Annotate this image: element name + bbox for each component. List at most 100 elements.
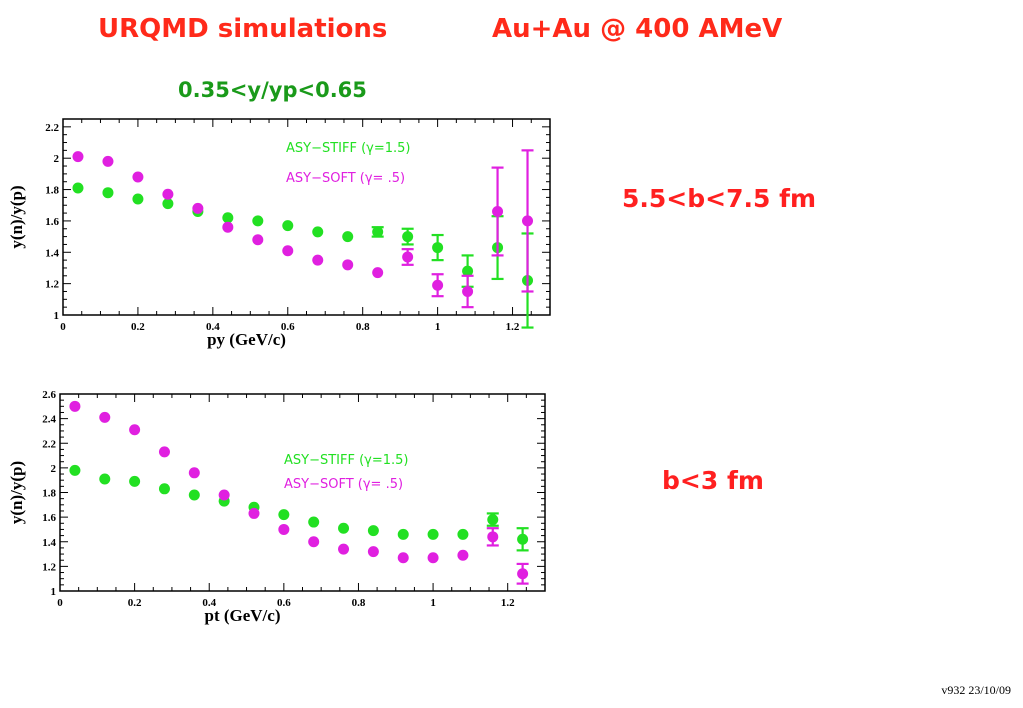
data-point-soft: [99, 411, 111, 423]
data-point-soft: [338, 543, 350, 555]
plot-frame: [59, 393, 546, 592]
data-point-soft: [427, 552, 439, 564]
y-tick-label: 1.8: [42, 488, 56, 500]
data-point-soft: [492, 206, 504, 218]
data-point-soft: [367, 546, 379, 558]
x-tick-label: 0.2: [131, 321, 145, 333]
footer-version: v932 23/10/09: [941, 683, 1011, 697]
data-point-soft: [102, 155, 114, 167]
rapidity-cut-label: 0.35<y/yp<0.65: [178, 78, 367, 102]
data-point-soft: [192, 202, 204, 214]
data-point-soft: [222, 221, 234, 233]
data-point-soft: [158, 446, 170, 458]
data-point-soft: [517, 568, 529, 580]
data-point-soft: [252, 234, 264, 246]
data-point-soft: [372, 267, 384, 279]
x-tick-label: 1: [435, 321, 441, 333]
data-point-soft: [282, 245, 294, 257]
y-tick-label: 1.8: [45, 185, 59, 197]
x-tick-label: 0.6: [281, 321, 295, 333]
data-point-stiff: [278, 509, 290, 521]
y-tick-label: 1.4: [45, 247, 59, 259]
x-tick-label: 0.2: [128, 597, 142, 609]
data-point-stiff: [427, 528, 439, 540]
y-tick-label: 2.2: [42, 438, 56, 450]
data-point-soft: [218, 489, 230, 501]
x-tick-label: 0.4: [206, 321, 220, 333]
data-point-soft: [402, 251, 414, 263]
data-point-stiff: [132, 193, 144, 205]
data-point-soft: [162, 188, 174, 200]
slide-title-system: Au+Au @ 400 AMeV: [492, 14, 783, 44]
data-point-soft: [432, 279, 444, 291]
x-tick-label: 1: [430, 597, 436, 609]
data-point-stiff: [342, 231, 354, 243]
data-point-soft: [129, 424, 141, 436]
data-point-stiff: [99, 473, 111, 485]
data-point-stiff: [457, 528, 469, 540]
x-tick-label: 0.6: [277, 597, 291, 609]
y-tick-label: 2.4: [42, 414, 56, 426]
data-point-soft: [487, 531, 499, 543]
data-point-soft: [188, 467, 200, 479]
data-point-soft: [522, 215, 534, 227]
impact-parameter-label-2: b<3 fm: [662, 466, 764, 495]
data-point-stiff: [432, 242, 444, 254]
data-point-soft: [69, 400, 81, 412]
data-point-stiff: [372, 226, 384, 238]
y-tick-label: 1.6: [42, 512, 56, 524]
data-point-stiff: [158, 483, 170, 495]
legend-entry-soft: ASY−SOFT (γ= .5): [286, 171, 405, 186]
x-axis-label: py (GeV/c): [207, 330, 286, 349]
data-point-soft: [132, 171, 144, 183]
data-point-stiff: [338, 522, 350, 534]
data-point-soft: [312, 254, 324, 266]
x-axis-label: pt (GeV/c): [204, 606, 280, 625]
y-tick-label: 2.6: [42, 389, 56, 401]
data-point-soft: [397, 552, 409, 564]
data-point-stiff: [312, 226, 324, 238]
data-point-stiff: [129, 475, 141, 487]
data-point-soft: [457, 549, 469, 561]
y-tick-label: 1: [54, 310, 60, 322]
x-tick-label: 1.2: [501, 597, 515, 609]
y-axis-label: y(n)/y(p): [7, 461, 26, 524]
legend-entry-stiff: ASY−STIFF (γ=1.5): [286, 141, 411, 156]
data-point-soft: [462, 285, 474, 297]
x-tick-label: 0: [60, 321, 66, 333]
y-tick-label: 2: [51, 463, 57, 475]
data-point-stiff: [102, 187, 114, 199]
data-point-stiff: [222, 212, 234, 224]
y-tick-label: 2.2: [45, 122, 59, 134]
y-tick-label: 1.4: [42, 537, 56, 549]
data-point-stiff: [397, 528, 409, 540]
y-tick-label: 2: [54, 153, 60, 165]
x-tick-label: 0.8: [352, 597, 366, 609]
x-tick-label: 0.8: [356, 321, 370, 333]
data-point-stiff: [487, 514, 499, 526]
chart-panel-pt: 0 0.2 0.4 0.6 0.8 1 1.2 1 1.2 1.4 1.6 1.8 2 2.2 2.4 2.6…: [7, 389, 546, 625]
y-tick-label: 1: [51, 586, 57, 598]
data-point-soft: [72, 151, 84, 163]
data-point-soft: [278, 523, 290, 535]
data-point-stiff: [282, 220, 294, 232]
data-point-stiff: [162, 198, 174, 210]
data-point-stiff: [367, 525, 379, 537]
y-tick-label: 1.6: [45, 216, 59, 228]
data-point-stiff: [462, 265, 474, 277]
y-axis-label: y(n)/y(p): [7, 185, 26, 248]
data-point-stiff: [517, 533, 529, 545]
x-tick-label: 0.4: [202, 597, 216, 609]
legend-entry-stiff: ASY−STIFF (γ=1.5): [284, 453, 409, 468]
data-point-stiff: [252, 215, 264, 227]
legend-entry-soft: ASY−SOFT (γ= .5): [284, 477, 403, 492]
data-point-stiff: [308, 516, 320, 528]
x-tick-label: 0: [57, 597, 63, 609]
chart-panel-py: 0 0.2 0.4 0.6 0.8 1 1.2 1 1.2 1.4 1.6 1.8 2 2.2 py (Ge…: [7, 118, 551, 349]
data-point-soft: [248, 507, 260, 519]
y-tick-label: 1.2: [42, 561, 56, 573]
data-point-stiff: [69, 464, 81, 476]
impact-parameter-label-1: 5.5<b<7.5 fm: [622, 184, 816, 213]
data-point-stiff: [72, 182, 84, 194]
data-point-stiff: [188, 489, 200, 501]
